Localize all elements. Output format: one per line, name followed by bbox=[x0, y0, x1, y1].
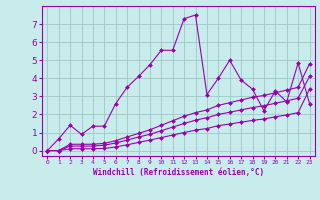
X-axis label: Windchill (Refroidissement éolien,°C): Windchill (Refroidissement éolien,°C) bbox=[93, 168, 264, 177]
